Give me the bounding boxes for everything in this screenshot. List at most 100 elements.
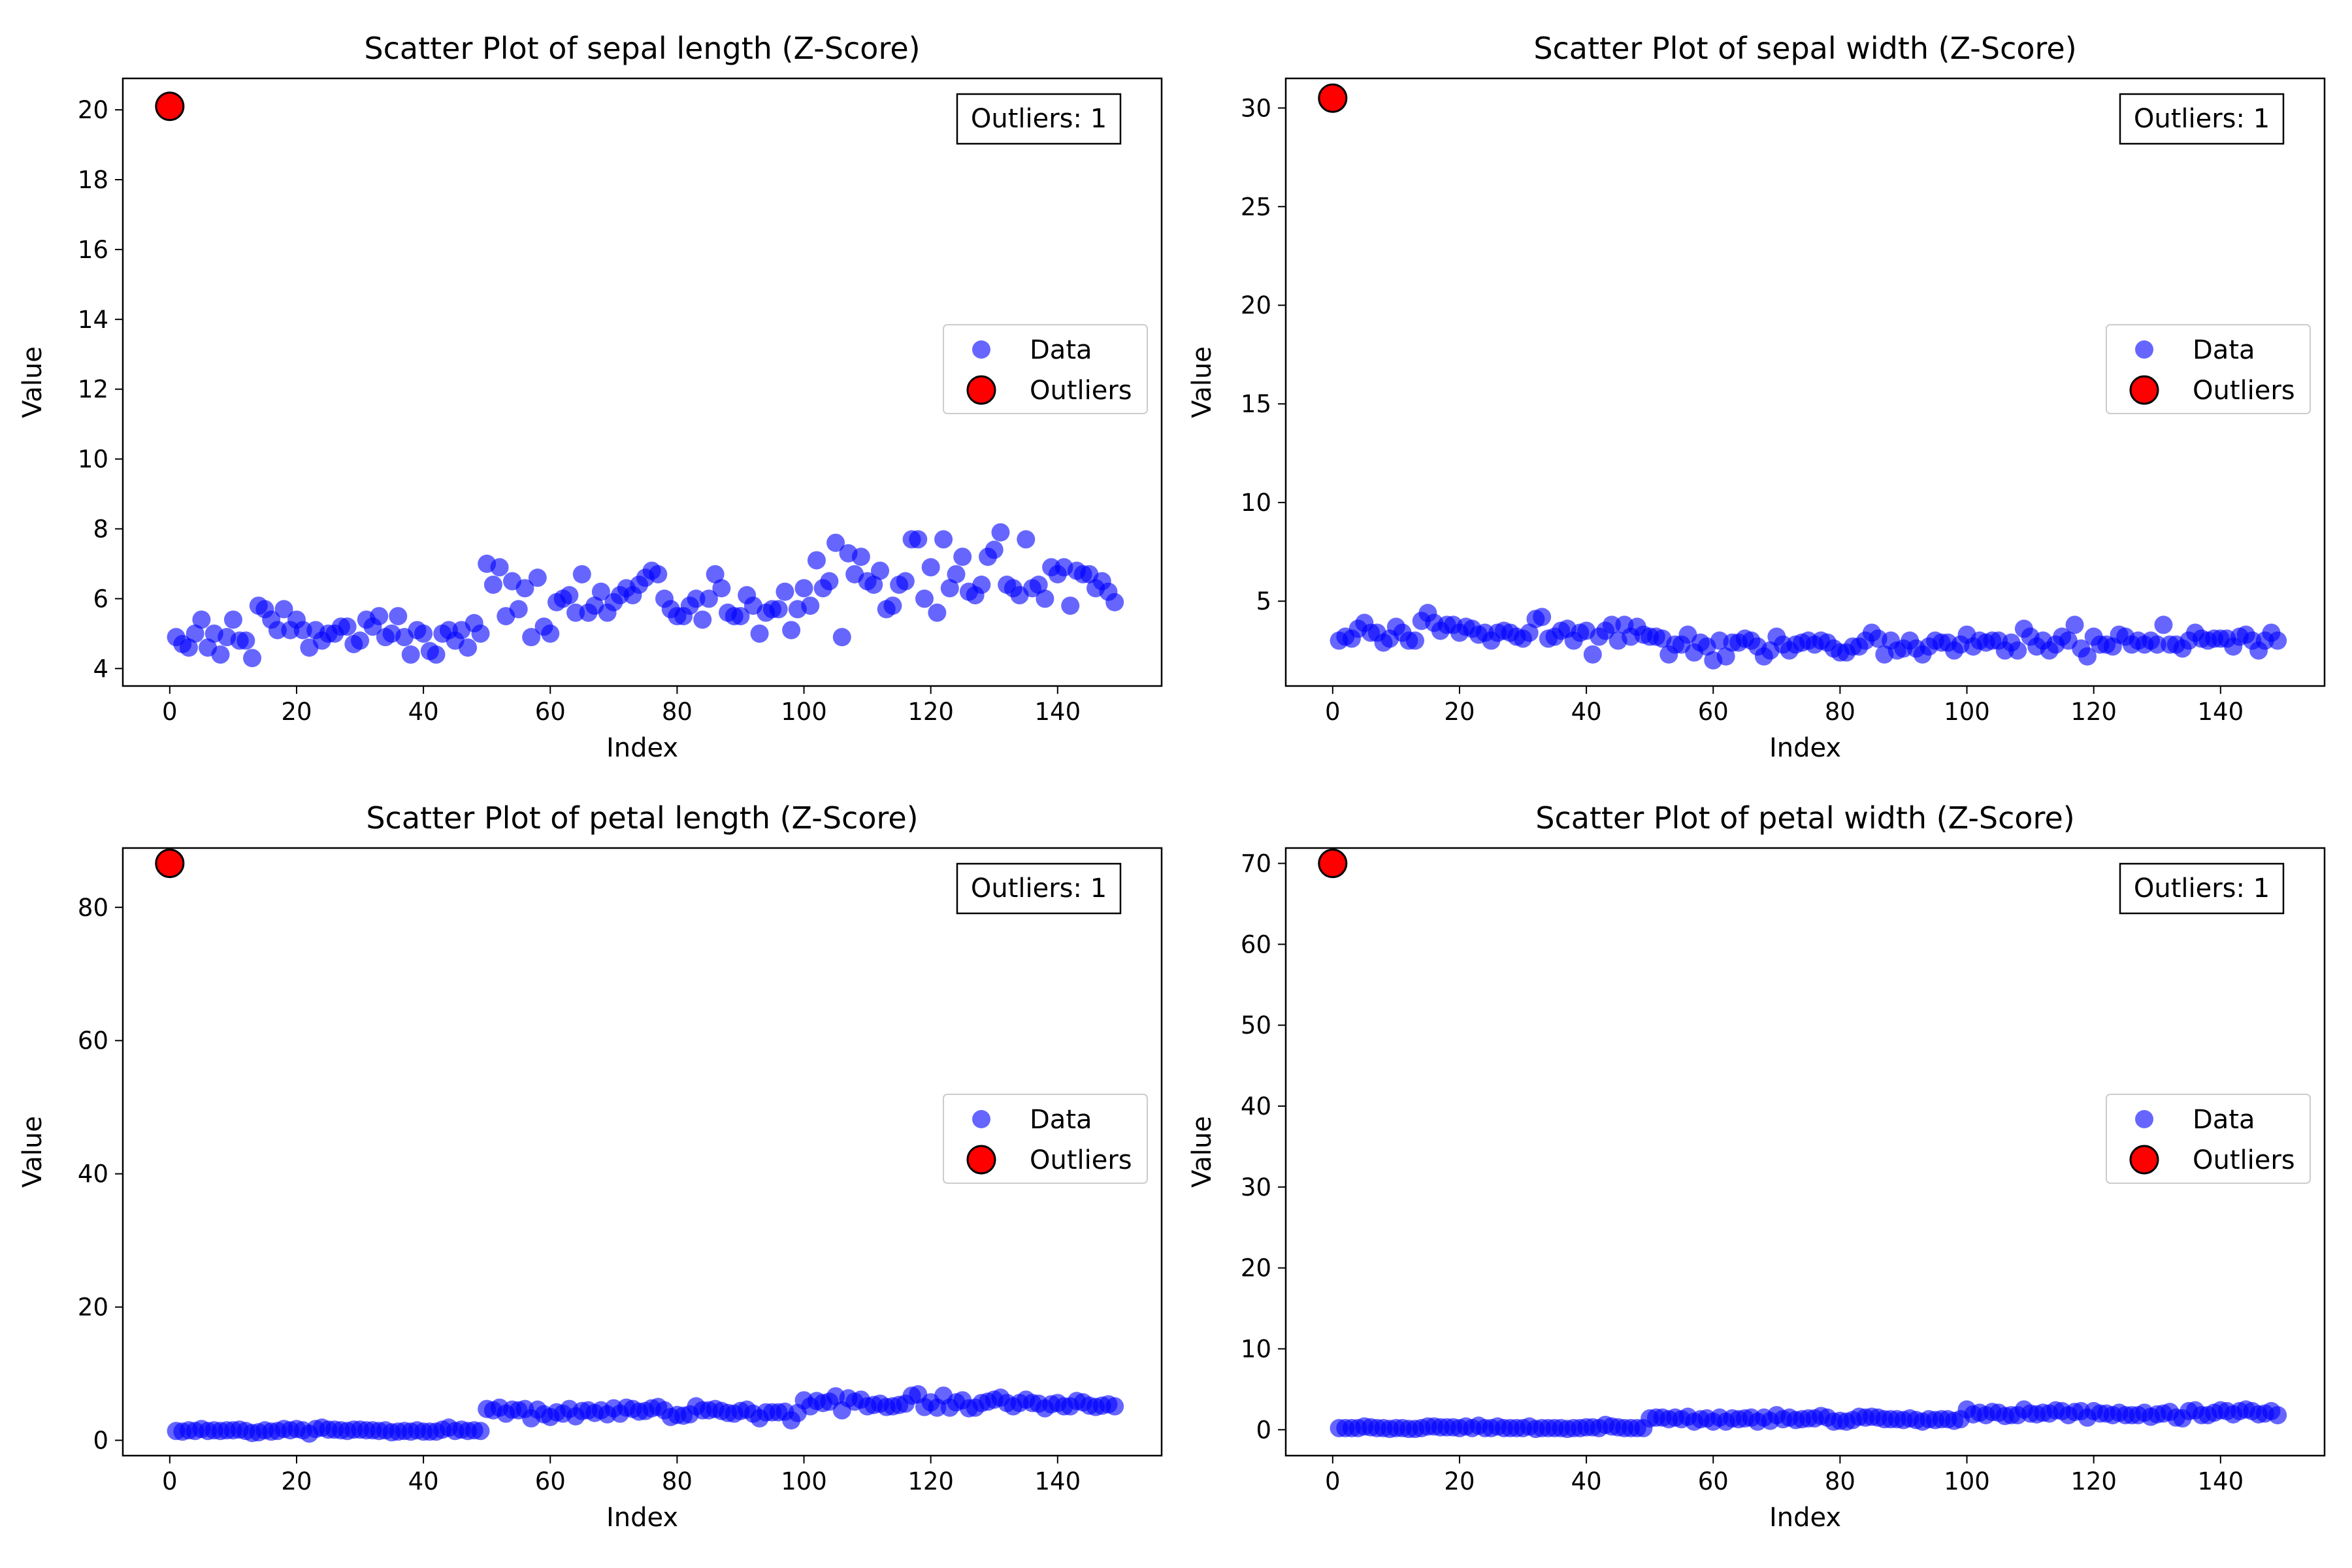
data-point <box>649 564 668 583</box>
x-tick-label: 100 <box>781 1467 827 1495</box>
data-point <box>2148 635 2166 654</box>
data-point <box>1061 596 1080 615</box>
y-tick-label: 40 <box>78 1160 108 1188</box>
legend-data-label: Data <box>1030 1105 1092 1135</box>
data-point <box>1602 615 1621 634</box>
outlier-count-text: Outliers: 1 <box>2134 104 2270 134</box>
legend-data-label: Data <box>2193 1105 2255 1135</box>
x-tick-label: 0 <box>1325 1467 1341 1495</box>
chart-title: Scatter Plot of petal width (Z-Score) <box>1535 800 2074 836</box>
x-tick-label: 0 <box>162 1467 178 1495</box>
data-point <box>1105 1397 1124 1416</box>
data-point <box>566 603 585 622</box>
x-tick-label: 0 <box>1325 698 1341 726</box>
data-point <box>237 631 255 650</box>
data-point <box>712 579 731 598</box>
axes-frame <box>122 847 1163 1457</box>
data-point <box>459 638 478 657</box>
data-point <box>794 579 813 598</box>
data-point <box>807 551 826 570</box>
y-tick-label: 20 <box>1241 291 1271 319</box>
subplot-sepal-width: Scatter Plot of sepal width (Z-Score) 0 20… <box>1187 31 2326 763</box>
data-point <box>223 610 242 629</box>
outlier-count-text: Outliers: 1 <box>971 874 1107 904</box>
data-point <box>1520 623 1539 642</box>
data-point <box>832 628 851 647</box>
y-tick-label: 30 <box>1241 94 1271 122</box>
x-tick-label: 120 <box>907 1467 954 1495</box>
data-point <box>1533 608 1552 627</box>
data-point <box>192 610 211 629</box>
subplot-petal-width: Scatter Plot of petal width (Z-Score) 0 20… <box>1187 800 2326 1533</box>
y-tick-label: 8 <box>93 515 108 543</box>
x-tick-label: 20 <box>1444 698 1475 726</box>
outlier-count-box <box>2119 862 2285 915</box>
data-point <box>1029 576 1048 594</box>
data-point <box>1017 530 1036 549</box>
y-tick-label: 10 <box>78 446 108 474</box>
data-point <box>572 564 591 583</box>
y-tick-label: 12 <box>78 376 108 404</box>
outlier-point <box>1318 849 1348 879</box>
data-point <box>896 572 915 591</box>
data-point <box>947 564 966 583</box>
data-point <box>2268 1406 2287 1425</box>
data-point <box>801 596 820 615</box>
data-point <box>782 621 801 640</box>
outlier-count-text: Outliers: 1 <box>971 104 1107 134</box>
chart-title: Scatter Plot of petal length (Z-Score) <box>366 800 918 836</box>
legend-outlier-label: Outliers <box>1030 376 1132 406</box>
y-axis-label: Value <box>18 1116 48 1188</box>
outlier-count-box <box>2119 93 2285 145</box>
data-point <box>528 568 547 587</box>
data-point <box>820 572 839 591</box>
data-point <box>864 576 883 594</box>
data-point <box>2268 631 2287 650</box>
data-point <box>471 624 490 643</box>
data-point <box>389 607 408 626</box>
data-point <box>1406 631 1425 650</box>
data-point <box>186 624 204 643</box>
legend-outlier-marker <box>966 375 996 405</box>
y-tick-label: 4 <box>93 655 108 683</box>
data-point <box>243 649 262 668</box>
data-point <box>928 603 947 622</box>
y-tick-label: 20 <box>78 1294 108 1322</box>
x-axis-label: Index <box>1769 1503 1841 1533</box>
data-point <box>750 624 769 643</box>
x-tick-label: 100 <box>1944 698 1990 726</box>
data-point <box>991 523 1010 542</box>
data-point <box>471 1422 490 1441</box>
data-point <box>883 596 902 615</box>
data-point <box>401 645 420 664</box>
y-tick-label: 60 <box>1241 930 1271 958</box>
data-point <box>483 576 502 594</box>
x-tick-label: 60 <box>1698 1467 1729 1495</box>
data-point <box>953 547 972 566</box>
axes-frame <box>1284 77 2326 687</box>
data-point <box>591 582 610 601</box>
y-tick-label: 30 <box>1241 1173 1271 1201</box>
data-point <box>706 564 725 583</box>
chart-title: Scatter Plot of sepal width (Z-Score) <box>1533 31 2076 66</box>
y-tick-label: 70 <box>1241 850 1271 878</box>
x-tick-label: 20 <box>1444 1467 1475 1495</box>
data-point <box>338 617 357 636</box>
data-point <box>1036 589 1054 608</box>
y-tick-label: 5 <box>1256 587 1271 615</box>
subplot-sepal-length: Scatter Plot of sepal length (Z-Score) 0 2… <box>18 31 1163 763</box>
x-tick-label: 120 <box>907 698 954 726</box>
y-tick-label: 10 <box>1241 1335 1271 1364</box>
y-axis-label: Value <box>1187 346 1217 418</box>
x-axis-label: Index <box>1769 733 1841 763</box>
x-tick-label: 80 <box>662 698 693 726</box>
y-tick-label: 18 <box>78 166 108 194</box>
data-point <box>871 561 890 580</box>
x-tick-label: 20 <box>281 698 312 726</box>
legend-outlier-marker <box>2129 375 2159 405</box>
y-axis-label: Value <box>18 346 48 418</box>
outlier-count-box <box>956 93 1122 145</box>
data-point <box>370 607 389 626</box>
data-point <box>940 579 959 598</box>
x-tick-label: 140 <box>2197 1467 2244 1495</box>
